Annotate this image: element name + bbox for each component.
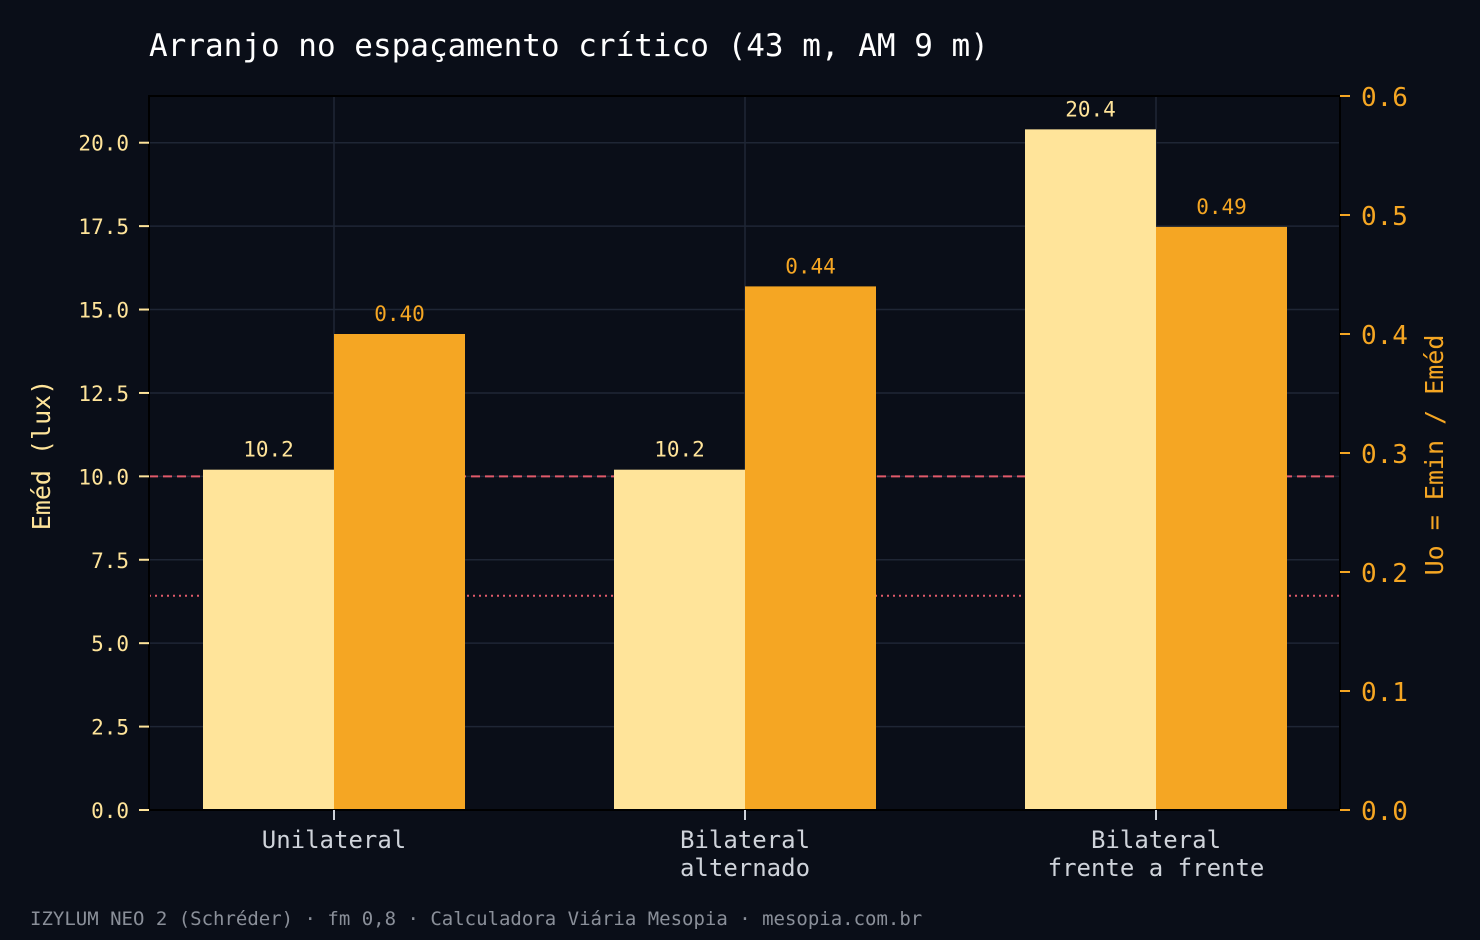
bars: 10.2 10.2 20.4 0.40 0.44 0.49	[203, 97, 1287, 810]
bar	[203, 469, 334, 810]
y2-tick-label: 0.5	[1361, 202, 1408, 232]
y2-tick-label: 0.3	[1361, 440, 1408, 470]
x-tick-label: alternado	[680, 854, 810, 882]
y2-tick-label: 0.4	[1361, 321, 1408, 351]
y-tick-label: 10.0	[78, 465, 129, 489]
chart-title: Arranjo no espaçamento crítico (43 m, AM…	[149, 28, 989, 64]
y-tick-label: 12.5	[78, 382, 129, 406]
bar	[614, 469, 745, 810]
x-tick-label: frente a frente	[1048, 854, 1265, 882]
y2-tick-label: 0.6	[1361, 83, 1408, 113]
bar	[334, 334, 465, 810]
data-label: 0.49	[1196, 195, 1247, 219]
y-tick-label: 5.0	[91, 632, 129, 656]
data-label: 10.2	[243, 438, 294, 462]
y-axis-title: Eméd (lux)	[27, 380, 56, 531]
data-label: 0.44	[785, 254, 836, 278]
x-tick-label: Bilateral	[680, 826, 810, 854]
y2-tick-label: 0.1	[1361, 678, 1408, 708]
data-label: 20.4	[1065, 97, 1116, 121]
bar	[1156, 226, 1287, 810]
y2-axis-title: Uo = Emin / Eméd	[1420, 335, 1449, 576]
axes: 0.0 2.5 5.0 7.5 10.0 12.5 15.0 17.5 20.0 0.0 0.1 0.…	[78, 83, 1408, 882]
y2-tick-label: 0.2	[1361, 559, 1408, 589]
x-tick-label: Bilateral	[1091, 826, 1221, 854]
footer-credit: IZYLUM NEO 2 (Schréder) · fm 0,8 · Calcu…	[30, 908, 922, 930]
data-label: 10.2	[654, 438, 705, 462]
y2-tick-label: 0.0	[1361, 797, 1408, 827]
y-tick-label: 17.5	[78, 215, 129, 239]
y-tick-label: 20.0	[78, 132, 129, 156]
bar	[745, 286, 876, 810]
x-tick-label: Unilateral	[262, 826, 407, 854]
y-tick-label: 15.0	[78, 299, 129, 323]
y-tick-label: 2.5	[91, 716, 129, 740]
y-tick-label: 7.5	[91, 549, 129, 573]
bar	[1025, 129, 1156, 810]
data-label: 0.40	[374, 302, 425, 326]
y-tick-label: 0.0	[91, 799, 129, 823]
